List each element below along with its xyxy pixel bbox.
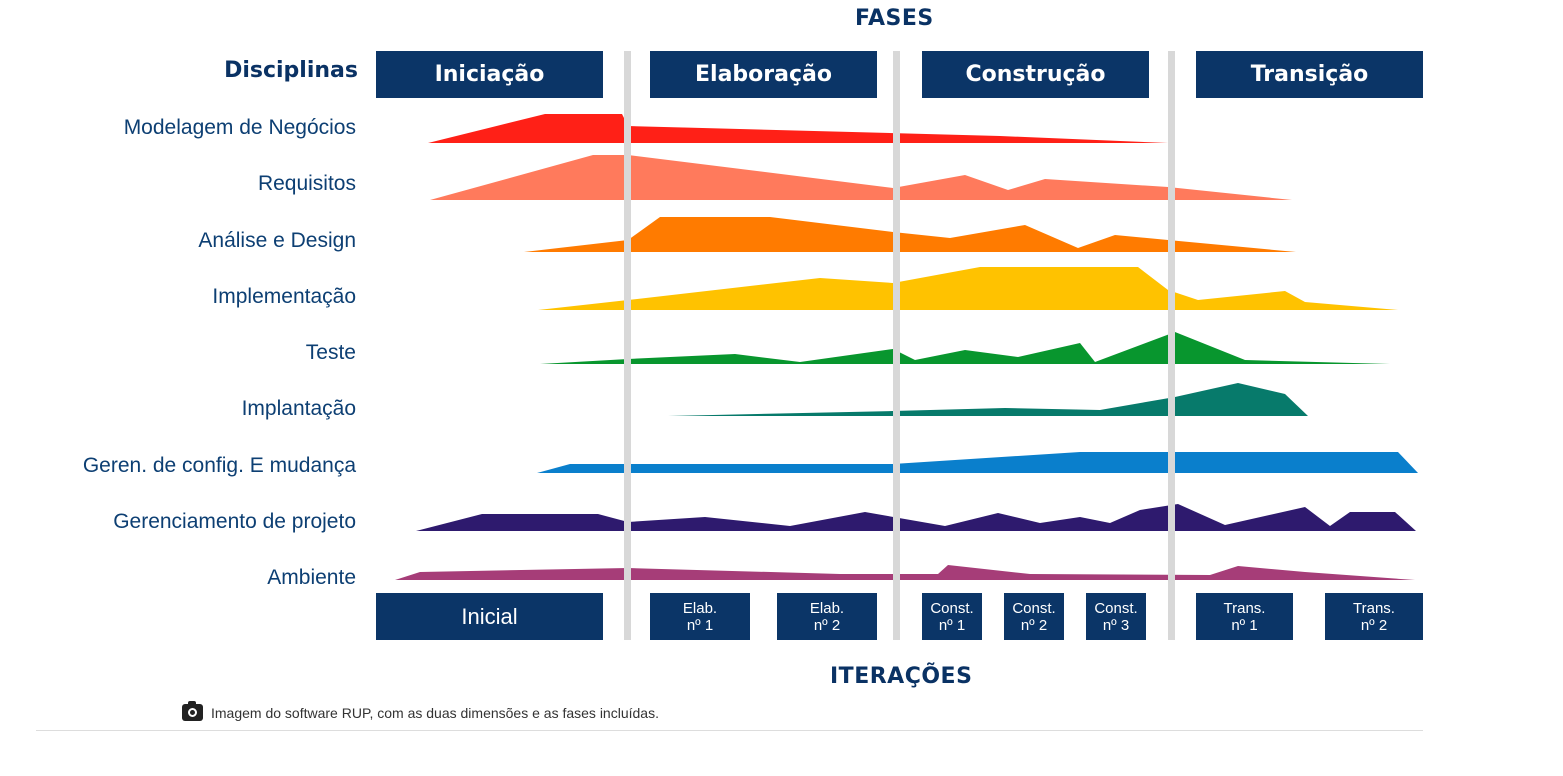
- discipline-label-implantacao: Implantação: [241, 397, 356, 420]
- hump-modelagem: [428, 114, 1270, 143]
- disciplinas-header: Disciplinas: [224, 58, 358, 83]
- discipline-label-requisitos: Requisitos: [257, 172, 356, 195]
- iteration-line1: Const.: [1012, 599, 1056, 617]
- iteration-line1: Elab.: [682, 599, 718, 617]
- iteration-inicial: Inicial: [376, 593, 603, 640]
- discipline-label-config: Geren. de config. E mudança: [82, 454, 356, 477]
- iteration-line2: nº 3: [1102, 616, 1130, 634]
- discipline-label-ambiente: Ambiente: [267, 566, 356, 589]
- iteracoes-title: ITERAÇÕES: [830, 664, 973, 689]
- fases-title: FASES: [855, 6, 934, 31]
- iteration-line1: Inicial: [461, 604, 518, 629]
- iteration-line2: nº 2: [1020, 616, 1048, 634]
- iteration-const-2: Const. nº 2: [1004, 593, 1064, 640]
- discipline-label-analise: Análise e Design: [198, 229, 356, 252]
- phase-separator-3: [1168, 51, 1175, 640]
- image-caption: Imagem do software RUP, com as duas dime…: [182, 701, 659, 721]
- iteration-trans-2: Trans. nº 2: [1325, 593, 1423, 640]
- caption-text: Imagem do software RUP, com as duas dime…: [211, 704, 659, 721]
- iteration-line1: Elab.: [809, 599, 845, 617]
- hump-teste: [540, 332, 1390, 364]
- phase-elaboracao: Elaboração: [650, 51, 877, 98]
- iteration-const-3: Const. nº 3: [1086, 593, 1146, 640]
- hump-implementacao: [538, 267, 1398, 310]
- hump-ambiente: [395, 565, 1415, 580]
- camera-icon: [182, 701, 203, 721]
- iteration-elab-2: Elab. nº 2: [777, 593, 877, 640]
- discipline-label-modelagem: Modelagem de Negócios: [123, 116, 356, 139]
- phase-transicao: Transição: [1196, 51, 1423, 98]
- caption-divider: [36, 730, 1423, 731]
- hump-analise: [524, 217, 1296, 252]
- phase-construcao: Construção: [922, 51, 1149, 98]
- phase-separator-2: [893, 51, 900, 640]
- iteration-line1: Trans.: [1353, 599, 1395, 617]
- hump-config: [537, 452, 1418, 473]
- iteration-trans-1: Trans. nº 1: [1196, 593, 1293, 640]
- iteration-line2: nº 1: [686, 616, 714, 634]
- phase-iniciacao: Iniciação: [376, 51, 603, 98]
- hump-projeto: [416, 504, 1416, 531]
- iteration-elab-1: Elab. nº 1: [650, 593, 750, 640]
- iteration-line1: Const.: [1094, 599, 1138, 617]
- iteration-line2: nº 1: [1231, 616, 1258, 634]
- hump-implantacao: [668, 383, 1308, 416]
- discipline-label-teste: Teste: [305, 341, 356, 364]
- discipline-label-projeto: Gerenciamento de projeto: [113, 510, 356, 533]
- iteration-line2: nº 1: [938, 616, 966, 634]
- iteration-line2: nº 2: [1360, 616, 1388, 634]
- hump-requisitos: [430, 155, 1292, 200]
- iteration-line1: Const.: [930, 599, 974, 617]
- phase-separator-1: [624, 51, 631, 640]
- iteration-line1: Trans.: [1223, 599, 1266, 617]
- iteration-line2: nº 2: [813, 616, 841, 634]
- iteration-const-1: Const. nº 1: [922, 593, 982, 640]
- discipline-label-implementacao: Implementação: [212, 285, 356, 308]
